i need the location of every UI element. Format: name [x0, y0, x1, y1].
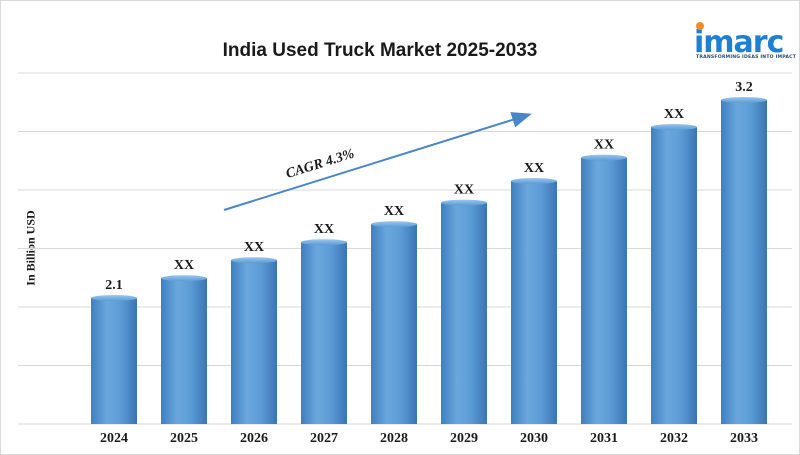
data-label-2033: 3.2 — [735, 80, 753, 95]
bar-2027 — [301, 239, 347, 424]
data-label-2028: XX — [384, 204, 404, 219]
cagr-label: CAGR 4.3% — [284, 147, 356, 182]
x-tick-2026: 2026 — [240, 431, 268, 446]
bar-2033 — [721, 97, 767, 424]
x-tick-2024: 2024 — [100, 431, 128, 446]
logo-tagline: TRANSFORMING IDEAS INTO IMPACT — [696, 55, 797, 60]
data-label-2024: 2.1 — [105, 278, 123, 293]
logo-dot-icon — [696, 22, 704, 30]
x-tick-2029: 2029 — [450, 431, 478, 446]
data-label-2030: XX — [524, 161, 544, 176]
bar-2026 — [231, 257, 277, 424]
bar-2028 — [371, 221, 417, 424]
x-tick-2025: 2025 — [170, 431, 198, 446]
x-tick-2033: 2033 — [730, 431, 758, 446]
imarc-logo: imarc TRANSFORMING IDEAS INTO IMPACT — [684, 22, 797, 68]
x-tick-2032: 2032 — [660, 431, 688, 446]
bar-2029 — [441, 199, 487, 424]
logo-wordmark: imarc — [694, 25, 784, 60]
data-label-2026: XX — [244, 240, 264, 255]
data-label-2027: XX — [314, 222, 334, 237]
data-label-2025: XX — [174, 258, 194, 273]
chart-title: India Used Truck Market 2025-2033 — [222, 40, 538, 61]
x-tick-2027: 2027 — [310, 431, 338, 446]
x-tick-2031: 2031 — [590, 431, 618, 446]
data-label-2032: XX — [664, 107, 684, 122]
cagr-arrow — [223, 112, 532, 211]
bars — [91, 97, 767, 424]
bar-2030 — [511, 178, 557, 424]
data-labels: 2.1 XX XX XX XX XX XX XX XX 3.2 — [105, 80, 753, 293]
x-tick-2030: 2030 — [520, 431, 548, 446]
data-label-2031: XX — [594, 138, 614, 153]
x-tick-2028: 2028 — [380, 431, 408, 446]
bar-2024 — [91, 295, 137, 424]
x-tick-labels: 2024 2025 2026 2027 2028 2029 2030 2031 2032 2033 — [100, 431, 758, 446]
cagr-annotation: CAGR 4.3% — [223, 112, 532, 211]
bar-2031 — [581, 154, 627, 424]
bar-2032 — [651, 124, 697, 424]
bar-2025 — [161, 275, 207, 424]
data-label-2029: XX — [454, 183, 474, 198]
